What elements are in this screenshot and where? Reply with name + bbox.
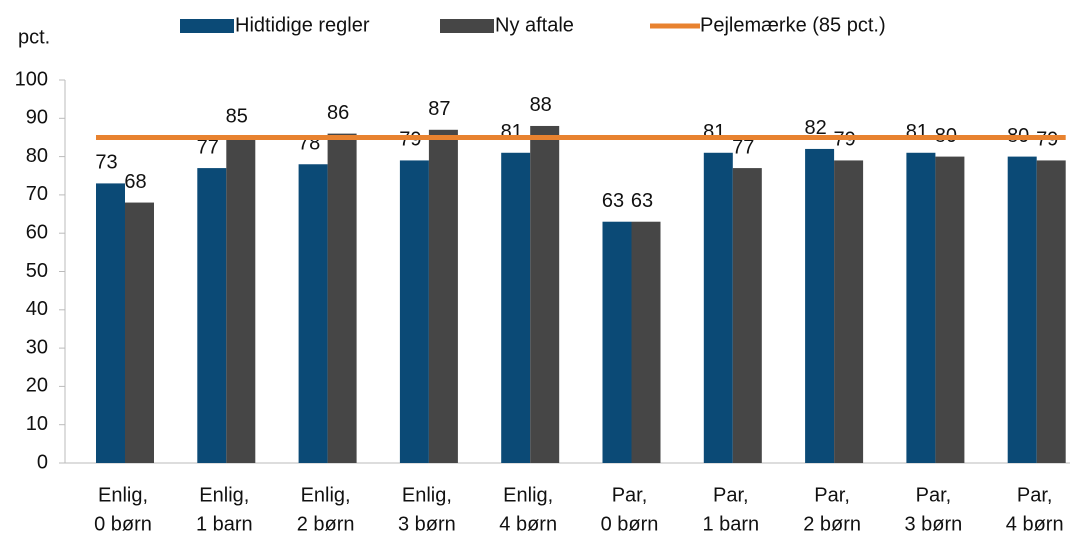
x-tick-label: Par, (814, 484, 850, 506)
bar (399, 160, 429, 463)
bar (428, 129, 458, 464)
y-tick-label: 30 (26, 336, 48, 358)
y-tick-label: 40 (26, 298, 48, 320)
data-label: 88 (530, 94, 552, 116)
legend-swatch (440, 19, 494, 33)
data-label: 73 (95, 152, 117, 174)
legend-label: Pejlemærke (85 pct.) (700, 14, 886, 36)
x-tick-label: Par, (1017, 484, 1053, 506)
x-tick-label: 0 børn (601, 513, 659, 535)
data-label: 68 (124, 171, 146, 193)
data-label: 77 (732, 136, 754, 158)
data-label: 85 (226, 106, 248, 128)
bar (1036, 160, 1066, 463)
y-tick-label: 20 (26, 375, 48, 397)
x-tick-label: Par, (713, 484, 749, 506)
x-tick-label: 2 børn (803, 513, 861, 535)
bar (197, 168, 227, 463)
x-tick-label: Enlig, (199, 484, 249, 506)
x-tick-label: 3 børn (398, 513, 456, 535)
y-axis-label: pct. (18, 26, 50, 48)
y-tick-label: 80 (26, 145, 48, 167)
legend-label: Ny aftale (495, 14, 574, 36)
x-tick-label: Enlig, (402, 484, 452, 506)
bar (226, 137, 256, 463)
data-label: 63 (602, 190, 624, 212)
bar (501, 152, 531, 463)
bar (805, 148, 835, 463)
y-tick-label: 70 (26, 183, 48, 205)
y-tick-label: 0 (37, 451, 48, 473)
y-tick-label: 10 (26, 413, 48, 435)
x-tick-label: 1 barn (196, 513, 253, 535)
bar (935, 156, 965, 463)
bar (834, 160, 864, 463)
data-label: 86 (327, 102, 349, 124)
y-tick-label: 50 (26, 260, 48, 282)
bar (602, 221, 632, 463)
x-tick-label: Enlig, (503, 484, 553, 506)
legend-swatch (180, 19, 234, 33)
bar (703, 152, 733, 463)
y-tick-label: 100 (15, 68, 48, 90)
bar (631, 221, 661, 463)
bar (125, 202, 154, 463)
x-tick-label: Par, (612, 484, 648, 506)
x-tick-label: 4 børn (1006, 513, 1064, 535)
data-label: 77 (197, 136, 219, 158)
x-tick-label: Enlig, (98, 484, 148, 506)
legend-label: Hidtidige regler (235, 14, 370, 36)
x-tick-label: 4 børn (499, 513, 557, 535)
x-tick-label: 2 børn (297, 513, 355, 535)
x-tick-label: 1 barn (702, 513, 759, 535)
bar (732, 168, 762, 463)
x-tick-label: Enlig, (301, 484, 351, 506)
bar (327, 133, 357, 463)
y-tick-label: 60 (26, 221, 48, 243)
data-label: 63 (631, 190, 653, 212)
x-tick-label: 0 børn (94, 513, 152, 535)
bar (298, 164, 328, 463)
bar (530, 125, 560, 464)
bar (96, 183, 125, 463)
y-tick-label: 90 (26, 107, 48, 129)
data-label: 87 (428, 98, 450, 120)
bar (1007, 156, 1037, 463)
data-label: 82 (804, 117, 826, 139)
x-tick-label: Par, (916, 484, 952, 506)
x-tick-label: 3 børn (904, 513, 962, 535)
bar (906, 152, 936, 463)
